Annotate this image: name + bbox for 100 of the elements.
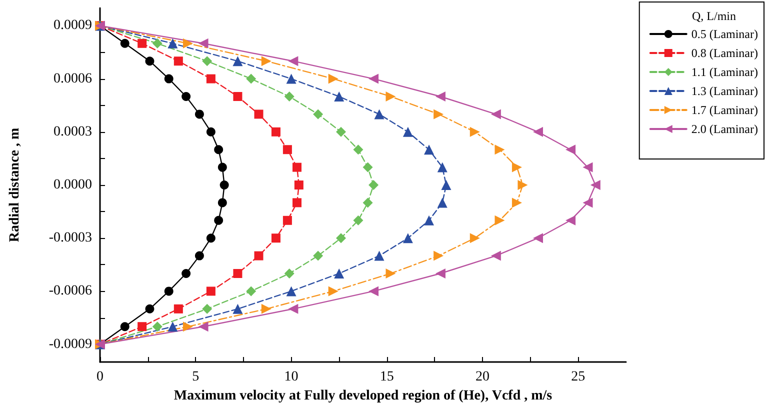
point — [261, 304, 272, 314]
point — [402, 233, 413, 244]
point — [288, 56, 298, 66]
point — [202, 56, 212, 66]
point — [386, 268, 396, 278]
point — [362, 198, 373, 208]
point — [292, 198, 302, 208]
y-axis-title: Radial distance , m — [8, 127, 22, 242]
point — [174, 304, 183, 314]
point — [138, 322, 147, 332]
point — [437, 198, 448, 208]
point — [353, 215, 364, 226]
point — [182, 92, 191, 101]
point — [284, 92, 294, 102]
point — [232, 304, 243, 314]
y-tick-label: -0.0009 — [48, 336, 92, 352]
y-tick-label: 0.0006 — [54, 71, 92, 86]
point — [328, 286, 338, 296]
y-tick-label: 0.0009 — [54, 18, 92, 34]
point — [246, 286, 256, 296]
point — [261, 56, 272, 66]
point — [206, 286, 216, 296]
point — [182, 38, 193, 48]
legend-title: Q, L/min — [692, 9, 736, 23]
point — [120, 38, 130, 48]
point — [206, 234, 216, 243]
point — [198, 322, 208, 332]
point — [368, 74, 379, 84]
point — [313, 109, 324, 120]
point — [374, 109, 384, 120]
point — [164, 74, 174, 84]
legend-label: 1.3 (Laminar) — [691, 84, 758, 98]
point — [328, 74, 338, 84]
point — [437, 162, 448, 172]
point — [145, 304, 154, 314]
point — [194, 251, 204, 260]
point — [435, 92, 446, 102]
point — [284, 268, 294, 278]
point — [206, 74, 216, 84]
point — [434, 250, 444, 261]
point — [271, 127, 280, 136]
point — [334, 92, 344, 102]
point — [566, 144, 576, 155]
x-tick-label: 5 — [192, 370, 200, 384]
point — [138, 38, 147, 48]
x-tick-label: 20 — [476, 370, 490, 384]
point — [424, 144, 434, 155]
point — [336, 126, 346, 137]
point — [254, 251, 264, 260]
point — [120, 322, 130, 332]
point — [533, 126, 544, 137]
point — [566, 215, 576, 226]
point — [282, 145, 292, 154]
legend-label: 1.1 (Laminar) — [691, 65, 758, 79]
point — [494, 215, 505, 226]
point — [334, 268, 344, 278]
point — [368, 180, 379, 190]
y-tick-label: -0.0003 — [48, 230, 92, 246]
point — [313, 250, 324, 261]
x-tick-label: 25 — [571, 370, 586, 384]
point — [336, 233, 346, 244]
point — [494, 144, 505, 155]
y-tick-label: 0.0003 — [54, 124, 92, 140]
point — [512, 162, 522, 172]
point — [254, 110, 264, 119]
point — [470, 126, 480, 137]
point — [168, 322, 178, 332]
point — [271, 234, 280, 243]
point — [512, 198, 522, 208]
point — [435, 268, 446, 278]
y-tick-label: -0.0006 — [48, 284, 92, 299]
point — [206, 127, 216, 136]
point — [362, 162, 373, 172]
point — [218, 162, 227, 172]
point — [286, 74, 296, 84]
point — [168, 38, 178, 48]
point — [218, 198, 227, 208]
point — [582, 198, 593, 208]
x-axis-title: Maximum velocity at Fully developed region of (He), Vcfd , m/s — [174, 388, 553, 404]
point — [152, 322, 162, 332]
point — [434, 109, 444, 120]
point — [582, 162, 593, 172]
point — [402, 126, 413, 137]
point — [590, 180, 600, 190]
point — [424, 215, 434, 226]
point — [174, 56, 183, 66]
point — [294, 180, 304, 190]
point — [152, 38, 162, 48]
point — [198, 38, 208, 48]
point — [214, 145, 224, 154]
point — [232, 56, 243, 66]
point — [182, 269, 191, 278]
point — [214, 216, 224, 225]
point — [220, 180, 229, 190]
x-tick-label: 0 — [96, 370, 104, 384]
point — [368, 286, 379, 296]
point — [182, 322, 193, 332]
point — [490, 250, 501, 261]
point — [233, 92, 242, 101]
point — [518, 180, 528, 190]
